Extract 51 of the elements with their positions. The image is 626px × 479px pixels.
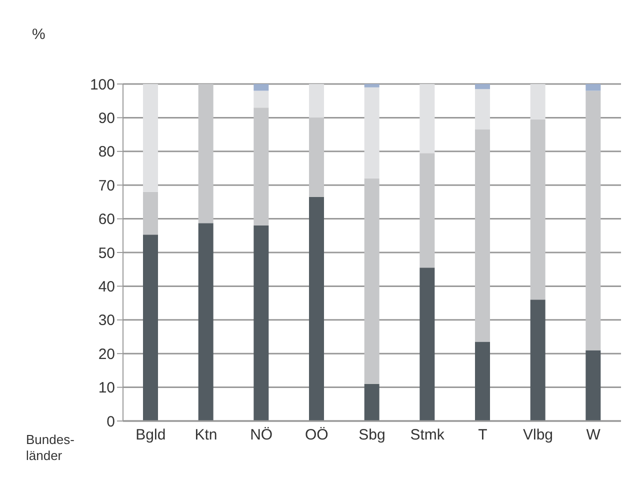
x-tick-label: T xyxy=(478,426,488,444)
bar xyxy=(364,178,380,384)
bar xyxy=(420,84,435,154)
x-tick-label: W xyxy=(586,426,602,444)
bar xyxy=(586,350,601,421)
bar xyxy=(530,300,546,421)
y-tick-label: 60 xyxy=(98,211,115,228)
bar xyxy=(309,118,324,197)
bar xyxy=(143,84,158,192)
bar xyxy=(530,119,546,300)
y-tick-label: 10 xyxy=(98,380,115,397)
bar xyxy=(475,84,490,90)
bar xyxy=(309,196,324,421)
bar xyxy=(254,108,269,226)
bar xyxy=(143,234,158,421)
y-tick-label: 100 xyxy=(90,76,115,94)
x-tick-label: Ktn xyxy=(194,426,218,444)
y-tick-label: 50 xyxy=(98,244,115,262)
y-tick-label: 80 xyxy=(98,144,115,161)
y-tick-label: 0 xyxy=(106,413,115,430)
bar xyxy=(475,342,490,421)
bar xyxy=(254,90,269,108)
x-tick-label: Vlbg xyxy=(522,426,554,444)
bar xyxy=(198,84,214,224)
bar xyxy=(254,226,269,421)
x-tick-label: Stmk xyxy=(410,426,445,444)
bar xyxy=(364,87,380,178)
x-axis-title: Bundes- länder xyxy=(26,432,74,464)
bar xyxy=(143,192,158,235)
y-tick-label: 90 xyxy=(98,110,115,128)
x-tick-label: OÖ xyxy=(304,426,328,444)
bar xyxy=(475,129,490,342)
y-tick-label: 70 xyxy=(98,177,115,194)
bar xyxy=(586,84,601,91)
y-tick-label: 40 xyxy=(98,278,115,296)
bar xyxy=(364,384,380,421)
y-tick-label: 30 xyxy=(98,312,115,330)
bar xyxy=(254,84,269,91)
y-tick-label: 20 xyxy=(98,346,115,363)
bar xyxy=(420,153,435,268)
bar xyxy=(198,223,214,421)
x-tick-label: NÖ xyxy=(250,426,273,444)
bar xyxy=(475,89,490,130)
bar xyxy=(364,84,380,88)
bar xyxy=(309,84,324,118)
x-tick-label: Sbg xyxy=(358,426,386,444)
bar xyxy=(530,84,546,120)
y-axis-title: % xyxy=(32,26,46,43)
x-tick-label: Bgld xyxy=(136,426,166,444)
bar xyxy=(420,268,435,421)
bar xyxy=(586,90,601,350)
